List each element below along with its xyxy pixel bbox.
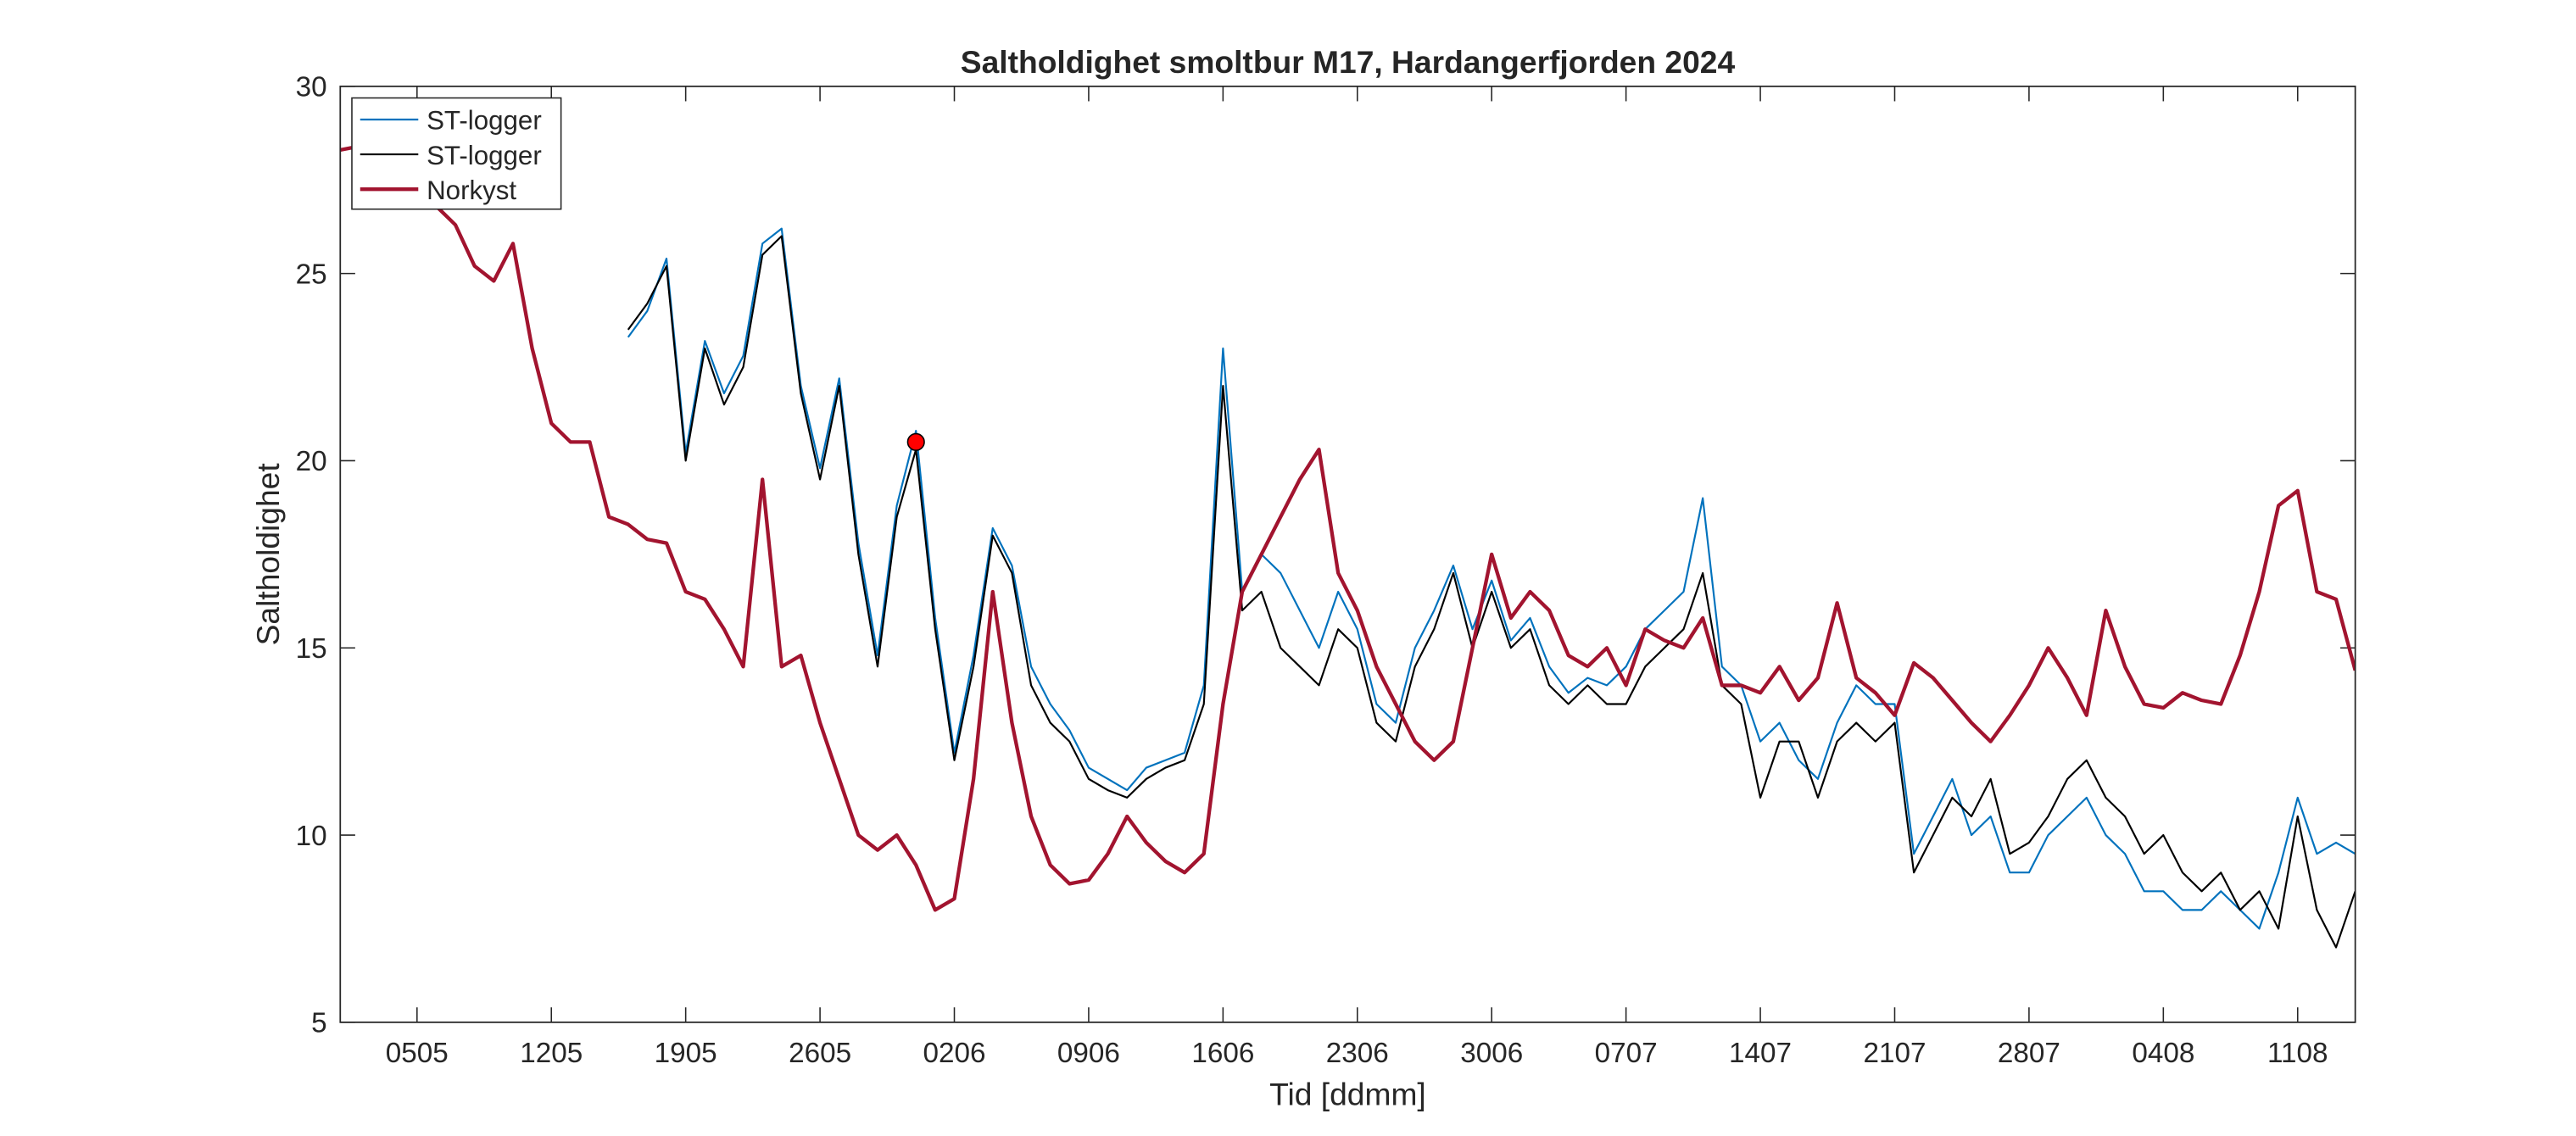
plot-area bbox=[340, 86, 2356, 1022]
series-line bbox=[340, 144, 2356, 912]
x-tick-label: 3006 bbox=[1460, 1038, 1523, 1069]
y-axis-label: Saltholdighet bbox=[250, 463, 286, 646]
legend-label: Norkyst bbox=[427, 175, 516, 205]
x-tick-label: 1205 bbox=[520, 1038, 583, 1069]
axes-box bbox=[339, 85, 2356, 1023]
x-axis-label: Tid [ddmm] bbox=[1269, 1077, 1426, 1112]
x-tick-label: 1407 bbox=[1729, 1038, 1792, 1069]
x-tick-label: 2107 bbox=[1863, 1038, 1926, 1069]
y-tick-label: 10 bbox=[296, 821, 327, 852]
x-tick-label: 0707 bbox=[1595, 1038, 1658, 1069]
legend-label: ST-logger bbox=[427, 106, 542, 136]
y-tick-label: 15 bbox=[296, 633, 327, 665]
x-tick-label: 2807 bbox=[1998, 1038, 2060, 1069]
y-tick-label: 5 bbox=[311, 1008, 327, 1039]
chart-title: Saltholdighet smoltbur M17, Hardangerfjo… bbox=[961, 44, 1736, 80]
y-tick-label: 20 bbox=[296, 446, 327, 477]
x-tick-label: 2306 bbox=[1326, 1038, 1389, 1069]
x-tick-label: 0206 bbox=[923, 1038, 986, 1069]
legend-label: ST-logger bbox=[427, 141, 542, 170]
x-tick-label: 1905 bbox=[655, 1038, 717, 1069]
series-line bbox=[627, 227, 2356, 930]
y-tick-label: 30 bbox=[296, 72, 327, 103]
marker bbox=[906, 432, 925, 451]
y-tick-label: 25 bbox=[296, 259, 327, 290]
x-tick-label: 1108 bbox=[2267, 1038, 2328, 1069]
x-tick-label: 0906 bbox=[1057, 1038, 1120, 1069]
x-tick-label: 1606 bbox=[1191, 1038, 1254, 1069]
x-tick-label: 0408 bbox=[2132, 1038, 2194, 1069]
x-tick-label: 0505 bbox=[386, 1038, 449, 1069]
x-tick-label: 2605 bbox=[789, 1038, 851, 1069]
